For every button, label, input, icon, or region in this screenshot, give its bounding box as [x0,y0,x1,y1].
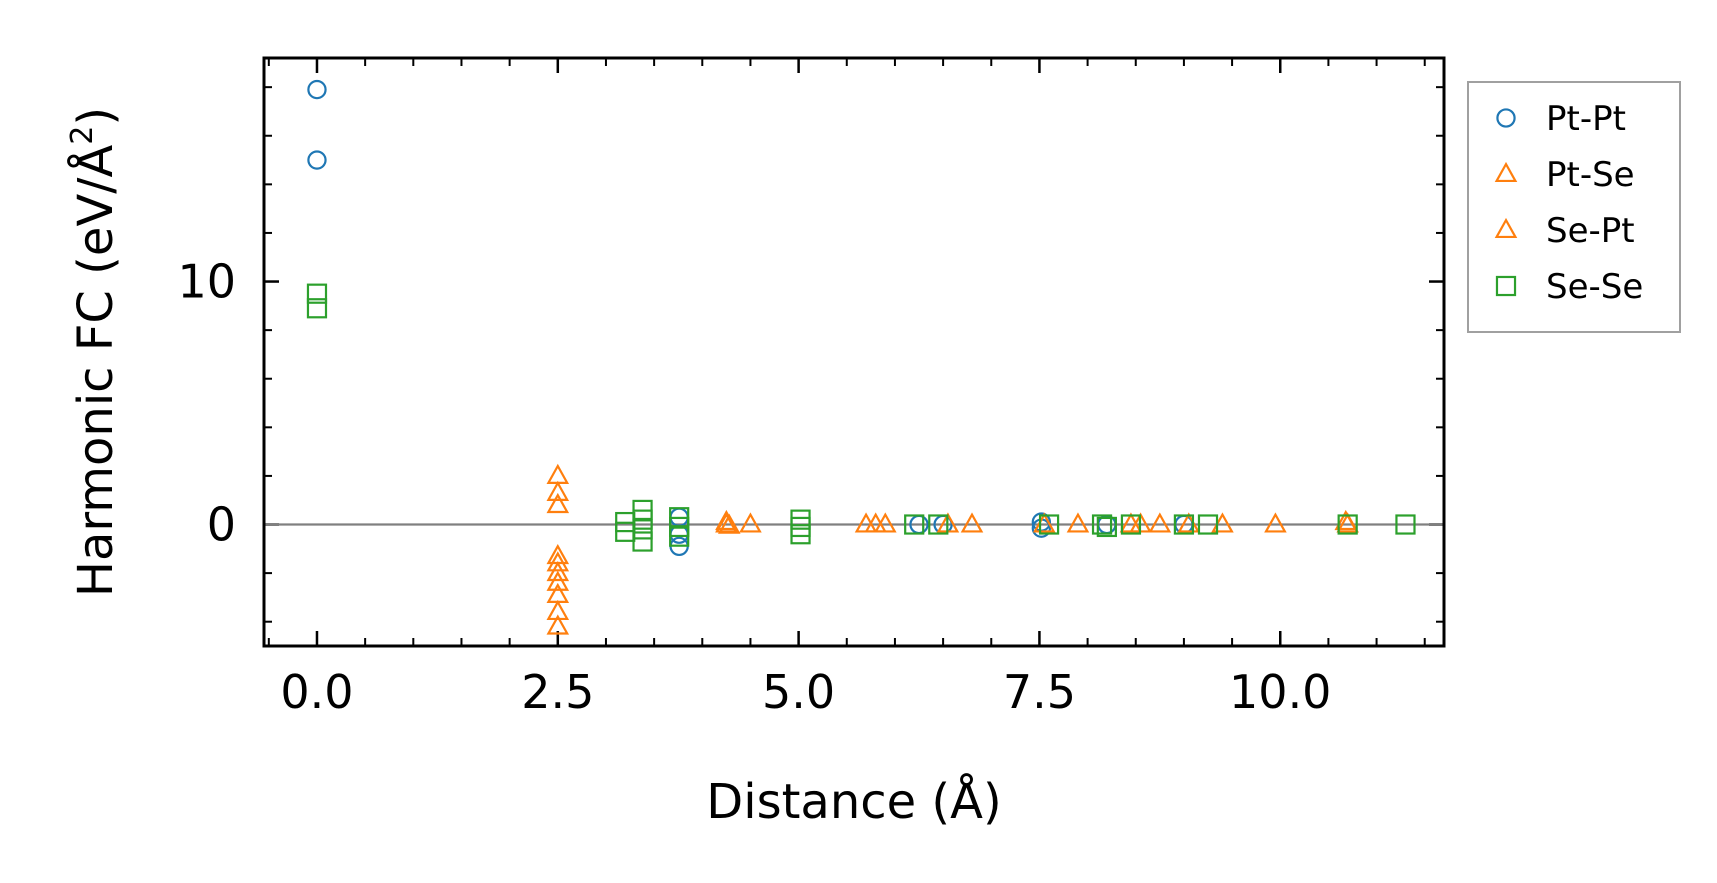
y-tick-label: 0 [207,498,236,552]
data-point [1395,514,1416,535]
data-point [1066,512,1090,533]
data-point [960,512,984,533]
data-point [715,512,738,533]
data-point [790,524,811,545]
x-tick-label: 7.5 [1003,665,1076,719]
x-tick-label: 2.5 [521,665,594,719]
legend-box [1467,81,1681,333]
legend-label: Pt-Se [1546,155,1635,195]
plot-border [262,56,1446,648]
y-axis-title-main: Harmonic FC (eV/Å [67,145,124,598]
data-point [874,512,897,533]
data-point [307,79,327,100]
series-pt-se [546,463,1359,635]
data-point [546,492,570,514]
legend-marker [1496,108,1516,128]
data-point [546,463,570,484]
data-point [307,150,327,170]
data-point [1096,516,1117,538]
data-point [1197,514,1219,535]
data-point [1119,512,1143,533]
data-point [790,516,811,538]
data-point [546,551,570,572]
data-point [546,582,570,604]
data-point [1211,512,1234,533]
data-point [854,512,878,533]
y-axis-title: Harmonic FC (eV/Å2) [65,107,124,597]
legend-marker [1494,161,1518,183]
x-tick-label: 0.0 [280,665,353,719]
data-point [1038,514,1060,535]
data-point [1091,514,1113,535]
y-axis: 0 10 [177,86,1444,623]
legend-label: Pt-Pt [1546,99,1626,139]
data-point [1334,509,1358,531]
legend-label: Se-Pt [1546,211,1635,251]
data-point [1337,514,1358,535]
data-point [632,531,653,552]
data-point [928,514,949,535]
series-pt-pt [307,79,1194,557]
data-point [546,480,570,501]
data-point [546,560,570,582]
data-point [1264,512,1287,533]
data-point [306,298,328,319]
data-point [1148,512,1172,533]
y-axis-title-superscript: 2 [65,126,100,145]
data-point [1173,514,1195,535]
legend-label: Se-Se [1546,267,1643,307]
data-point [669,526,690,547]
data-point [546,570,570,591]
legend-marker [1494,217,1518,239]
x-axis: 0.0 2.5 5.0 7.5 10.0 [267,58,1426,719]
data-point [717,513,741,534]
series-se-se [306,283,1416,552]
x-tick-label: 5.0 [762,665,835,719]
legend: Pt-Pt Pt-Se Se-Pt Se-Se [1467,81,1681,333]
legend-marker [1495,275,1517,297]
data-point [306,283,328,304]
data-point [864,512,887,533]
y-axis-title-close: ) [68,107,124,126]
series-layer [306,79,1416,635]
data-point [546,614,570,635]
y-tick-label: 10 [177,255,236,309]
x-tick-label: 10.0 [1229,665,1331,719]
data-point [632,519,653,540]
data-point [739,512,762,533]
data-point [904,514,925,535]
x-axis-title: Distance (Å) [706,773,1001,830]
data-point [1120,514,1142,535]
series-se-pt [717,509,1358,534]
